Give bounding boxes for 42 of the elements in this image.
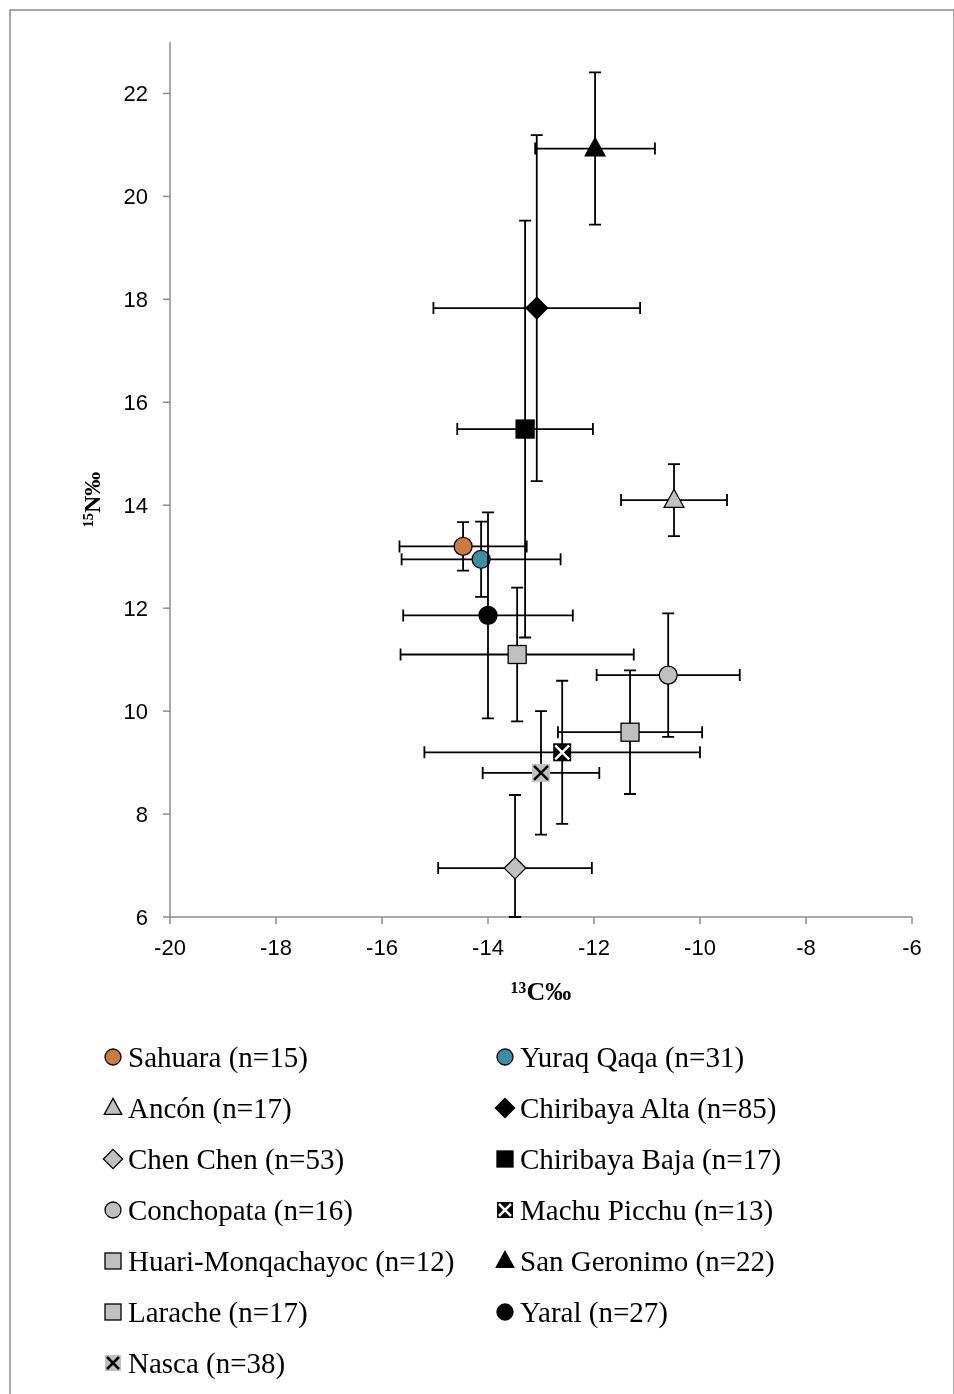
y-axis-title: ¹⁵N‰ xyxy=(79,471,105,528)
y-tick-label: 6 xyxy=(135,904,148,930)
legend-label: Sahuara (n=15) xyxy=(128,1041,308,1075)
point xyxy=(525,296,549,320)
x-tick-label: -18 xyxy=(260,935,292,960)
legend-label: San Geronimo (n=22) xyxy=(520,1245,775,1279)
y-tick-label: 22 xyxy=(123,81,148,107)
y-tick-label: 20 xyxy=(123,184,148,210)
y-tick-label: 8 xyxy=(135,801,148,827)
legend-label: Nasca (n=38) xyxy=(128,1347,286,1381)
y-tick-label: 10 xyxy=(123,698,148,724)
point xyxy=(507,644,527,665)
legend-label: Chiribaya Alta (n=85) xyxy=(520,1092,777,1126)
legend-label: Larache (n=17) xyxy=(128,1296,308,1330)
x-tick-label: -8 xyxy=(796,935,816,960)
legend-label: Yaral (n=27) xyxy=(520,1296,668,1330)
point xyxy=(584,137,606,157)
legend-label: Yuraq Qaqa (n=31) xyxy=(520,1041,745,1075)
legend-label: Conchopata (n=16) xyxy=(128,1194,353,1228)
y-tick-label: 16 xyxy=(123,389,148,415)
x-tick-label: -20 xyxy=(154,935,186,960)
x-axis-title: ¹³C‰ xyxy=(510,977,572,1006)
y-tick-label: 12 xyxy=(123,595,148,621)
x-tick-label: -10 xyxy=(684,935,716,960)
point xyxy=(503,856,527,880)
legend-label: Chen Chen (n=53) xyxy=(128,1143,345,1177)
x-tick-label: -6 xyxy=(902,935,922,960)
legend-label: Ancón (n=17) xyxy=(128,1092,292,1126)
point xyxy=(478,605,498,626)
legend-label: Machu Picchu (n=13) xyxy=(520,1194,774,1228)
y-tick-label: 14 xyxy=(123,492,148,518)
legend-label: Chiribaya Baja (n=17) xyxy=(520,1143,782,1177)
point xyxy=(663,488,685,508)
point xyxy=(620,722,640,742)
point xyxy=(453,536,473,557)
x-tick-label: -12 xyxy=(578,935,610,960)
x-tick-label: -16 xyxy=(366,935,398,960)
x-tick-label: -14 xyxy=(472,935,504,960)
y-tick-label: 18 xyxy=(123,287,148,313)
legend-label: Huari-Monqachayoc (n=12) xyxy=(128,1245,455,1279)
point xyxy=(515,419,535,439)
point xyxy=(658,665,678,685)
